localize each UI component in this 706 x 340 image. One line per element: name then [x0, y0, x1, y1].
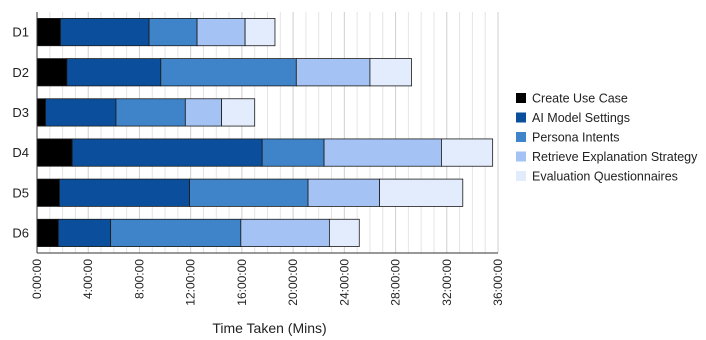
- x-tick-label: 16:00:00: [235, 259, 249, 306]
- legend: Create Use Case AI Model Settings Persona …: [516, 92, 698, 184]
- bar-segment-d1-series-5: [244, 18, 276, 47]
- category-label: D4: [12, 145, 29, 160]
- x-tick-label: 36:00:00: [491, 259, 505, 306]
- legend-swatch: [516, 93, 526, 103]
- bar-segment-d3-series-4: [184, 98, 223, 127]
- bar-segment-d4-series-4: [323, 138, 442, 167]
- bar-segment-d5-series-1: [36, 178, 60, 207]
- bar-segment-d2-series-1: [36, 58, 68, 87]
- bar-segment-d2-series-2: [66, 58, 162, 87]
- category-label: D1: [12, 25, 29, 40]
- bar-segment-d5-series-3: [189, 178, 309, 207]
- x-tick-label: 12:00:00: [184, 259, 198, 306]
- legend-label: AI Model Settings: [532, 111, 630, 125]
- bar-segment-d1-series-2: [60, 18, 150, 47]
- bar-segment-d5-series-2: [59, 178, 190, 207]
- x-tick-label: 8:00:00: [132, 259, 146, 299]
- bar-segment-d1-series-1: [36, 18, 61, 47]
- bar-segment-d2-series-4: [295, 58, 371, 87]
- gridlines: [49, 12, 499, 253]
- bar-segment-d3-series-2: [45, 98, 117, 127]
- bar-segment-d6-series-2: [57, 218, 112, 247]
- bar-segment-d3-series-1: [36, 98, 46, 127]
- legend-swatch: [516, 171, 526, 181]
- bar-segment-d4-series-2: [71, 138, 263, 167]
- bar-segment-d5-series-4: [307, 178, 380, 207]
- bar-segment-d1-series-3: [148, 18, 198, 47]
- bar-segment-d5-series-5: [379, 178, 464, 207]
- x-tick-label: 4:00:00: [81, 259, 95, 299]
- bar-segment-d2-series-3: [160, 58, 297, 87]
- bar-segment-d1-series-4: [196, 18, 246, 47]
- x-tick-label: 24:00:00: [337, 259, 351, 306]
- x-tick-label: 32:00:00: [440, 259, 454, 306]
- bars: [36, 18, 494, 247]
- bar-segment-d6-series-4: [240, 218, 330, 247]
- category-label: D6: [12, 225, 29, 240]
- legend-label: Evaluation Questionnaires: [532, 170, 678, 184]
- bar-segment-d6-series-3: [110, 218, 242, 247]
- category-label: D3: [12, 105, 29, 120]
- legend-swatch: [516, 151, 526, 162]
- legend-swatch: [516, 132, 526, 142]
- bar-segment-d4-series-5: [441, 138, 494, 167]
- x-axis-title: Time Taken (Mins): [212, 320, 326, 336]
- x-tick-label: 0:00:00: [30, 259, 44, 299]
- legend-label: Retrieve Explanation Strategy: [532, 150, 698, 164]
- bar-segment-d2-series-5: [369, 58, 412, 87]
- bar-segment-d4-series-3: [261, 138, 325, 167]
- x-tick-label: 20:00:00: [286, 259, 300, 306]
- category-label: D5: [12, 185, 29, 200]
- axes: D1 D2 D3 D4 D5 D6 0:00:00 4:00:00 8:00:00 12:00:0…: [12, 12, 505, 306]
- bar-segment-d3-series-3: [115, 98, 186, 127]
- bar-segment-d6-series-1: [36, 218, 59, 247]
- category-label: D2: [12, 65, 29, 80]
- bar-segment-d6-series-5: [328, 218, 360, 247]
- legend-swatch: [516, 112, 526, 123]
- bar-segment-d4-series-1: [36, 138, 73, 167]
- bar-segment-d3-series-5: [221, 98, 256, 127]
- x-tick-label: 28:00:00: [389, 259, 403, 306]
- legend-label: Create Use Case: [532, 92, 628, 106]
- legend-label: Persona Intents: [532, 131, 620, 145]
